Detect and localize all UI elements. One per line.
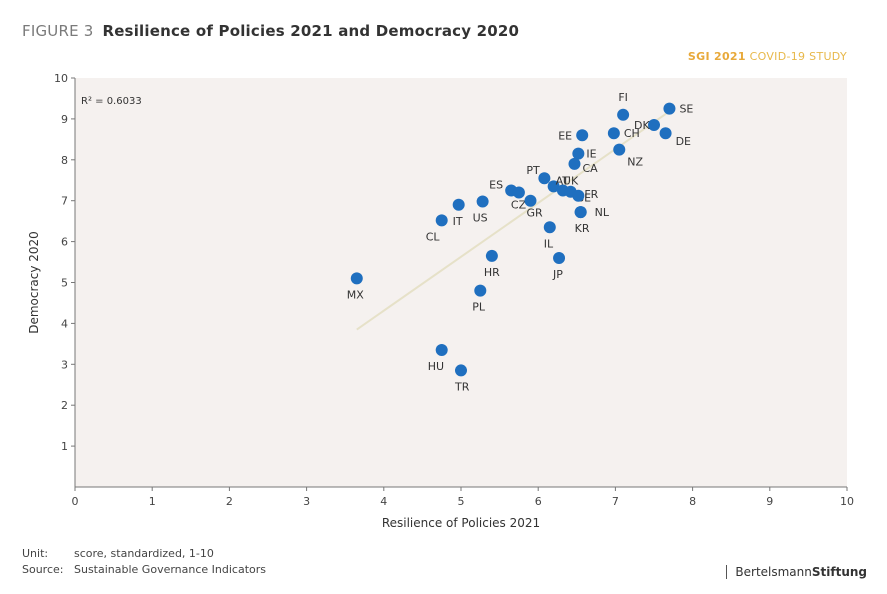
y-tick-label: 1	[61, 440, 68, 453]
figure-title: FIGURE 3 Resilience of Policies 2021 and…	[22, 22, 519, 40]
y-tick-label: 3	[61, 358, 68, 371]
y-tick-label: 6	[61, 236, 68, 249]
data-point-hu	[435, 343, 448, 356]
data-point-pt	[538, 172, 551, 185]
data-label-gr: GR	[526, 207, 543, 220]
x-tick-label: 0	[72, 495, 79, 508]
chart-footer: Unit: score, standardized, 1-10 Source: Su…	[22, 546, 266, 578]
x-tick-label: 4	[380, 495, 387, 508]
data-label-jp: JP	[552, 268, 563, 281]
data-label-pl: PL	[472, 301, 486, 314]
data-label-kr: KR	[575, 222, 590, 235]
data-point-cl	[435, 214, 448, 227]
data-label-nl: NL	[595, 206, 610, 219]
data-point-at	[547, 180, 560, 193]
data-label-cl: CL	[426, 230, 441, 243]
y-tick-label: 4	[61, 317, 68, 330]
data-label-ca: CA	[582, 162, 598, 175]
data-point-gr	[524, 194, 537, 207]
data-point-kr	[574, 206, 587, 219]
data-label-ie: IE	[586, 148, 596, 161]
r-squared-annotation: R² = 0.6033	[81, 96, 142, 107]
data-point-ie	[572, 147, 585, 160]
data-label-de: DE	[676, 135, 691, 148]
data-label-hu: HU	[428, 360, 444, 373]
unit-key: Unit:	[22, 547, 49, 560]
brand-logo: BertelsmannStiftung	[726, 565, 867, 579]
data-point-mx	[350, 272, 363, 285]
data-label-es: ES	[489, 178, 503, 191]
data-label-ee: EE	[558, 129, 572, 142]
data-label-it: IT	[453, 215, 463, 228]
data-point-jp	[553, 251, 566, 264]
unit-line: Unit: score, standardized, 1-10	[22, 546, 266, 562]
data-point-fr	[572, 189, 585, 202]
y-tick-label: 2	[61, 399, 68, 412]
data-point-hr	[485, 249, 498, 262]
data-point-nz	[613, 143, 626, 156]
data-point-it	[452, 198, 465, 211]
data-label-nz: NZ	[627, 156, 643, 169]
data-label-hr: HR	[484, 266, 500, 279]
data-point-us	[476, 195, 489, 208]
brand-bold: Stiftung	[811, 565, 867, 579]
study-tag-rest: COVID-19 STUDY	[749, 50, 847, 63]
x-tick-label: 5	[458, 495, 465, 508]
data-label-fi: FI	[618, 91, 628, 104]
study-tag: SGI 2021 COVID-19 STUDY	[688, 50, 847, 63]
brand-regular: Bertelsmann	[735, 565, 812, 579]
data-point-tr	[455, 364, 467, 377]
data-point-il	[543, 221, 556, 234]
data-point-dk	[648, 119, 660, 132]
data-label-cz: CZ	[511, 199, 527, 212]
data-point-ch	[607, 127, 620, 140]
x-axis-title: Resilience of Policies 2021	[382, 516, 540, 530]
data-label-il: IL	[544, 237, 554, 250]
data-point-ee	[576, 129, 589, 142]
data-label-mx: MX	[347, 288, 364, 301]
data-point-cz	[512, 186, 525, 199]
data-label-uk: UK	[563, 174, 579, 187]
x-tick-label: 9	[766, 495, 773, 508]
data-label-se: SE	[679, 103, 693, 116]
y-tick-label: 9	[61, 113, 68, 126]
data-label-us: US	[473, 212, 488, 225]
plot-background	[75, 78, 847, 487]
figure-title-text: Resilience of Policies 2021 and Democrac…	[102, 22, 520, 40]
data-label-pt: PT	[526, 164, 540, 177]
unit-value: score, standardized, 1-10	[74, 547, 214, 560]
x-tick-label: 3	[303, 495, 310, 508]
data-label-dk: DK	[634, 119, 650, 132]
x-tick-label: 1	[149, 495, 156, 508]
source-line: Source: Sustainable Governance Indicators	[22, 562, 266, 578]
data-label-tr: TR	[454, 380, 470, 393]
data-point-se	[663, 102, 676, 115]
y-axis-title: Democracy 2020	[27, 231, 41, 334]
data-point-pl	[474, 284, 487, 297]
figure-label: FIGURE 3	[22, 22, 94, 40]
study-tag-bold: SGI 2021	[687, 50, 746, 63]
x-tick-label: 8	[689, 495, 696, 508]
y-tick-label: 5	[61, 277, 68, 290]
x-tick-label: 10	[840, 495, 854, 508]
x-tick-label: 2	[226, 495, 233, 508]
data-label-at: AT	[556, 174, 570, 187]
y-tick-label: 10	[54, 72, 68, 85]
y-tick-label: 7	[61, 195, 68, 208]
data-point-fi	[617, 108, 630, 121]
x-tick-label: 7	[612, 495, 619, 508]
x-tick-label: 6	[535, 495, 542, 508]
source-key: Source:	[22, 563, 64, 576]
y-tick-label: 8	[61, 154, 68, 167]
data-label-ch: CH	[624, 127, 640, 140]
source-value: Sustainable Governance Indicators	[74, 563, 267, 576]
data-point-ca	[568, 157, 581, 170]
data-label-fr: FR	[584, 188, 598, 201]
data-point-de	[659, 127, 672, 140]
